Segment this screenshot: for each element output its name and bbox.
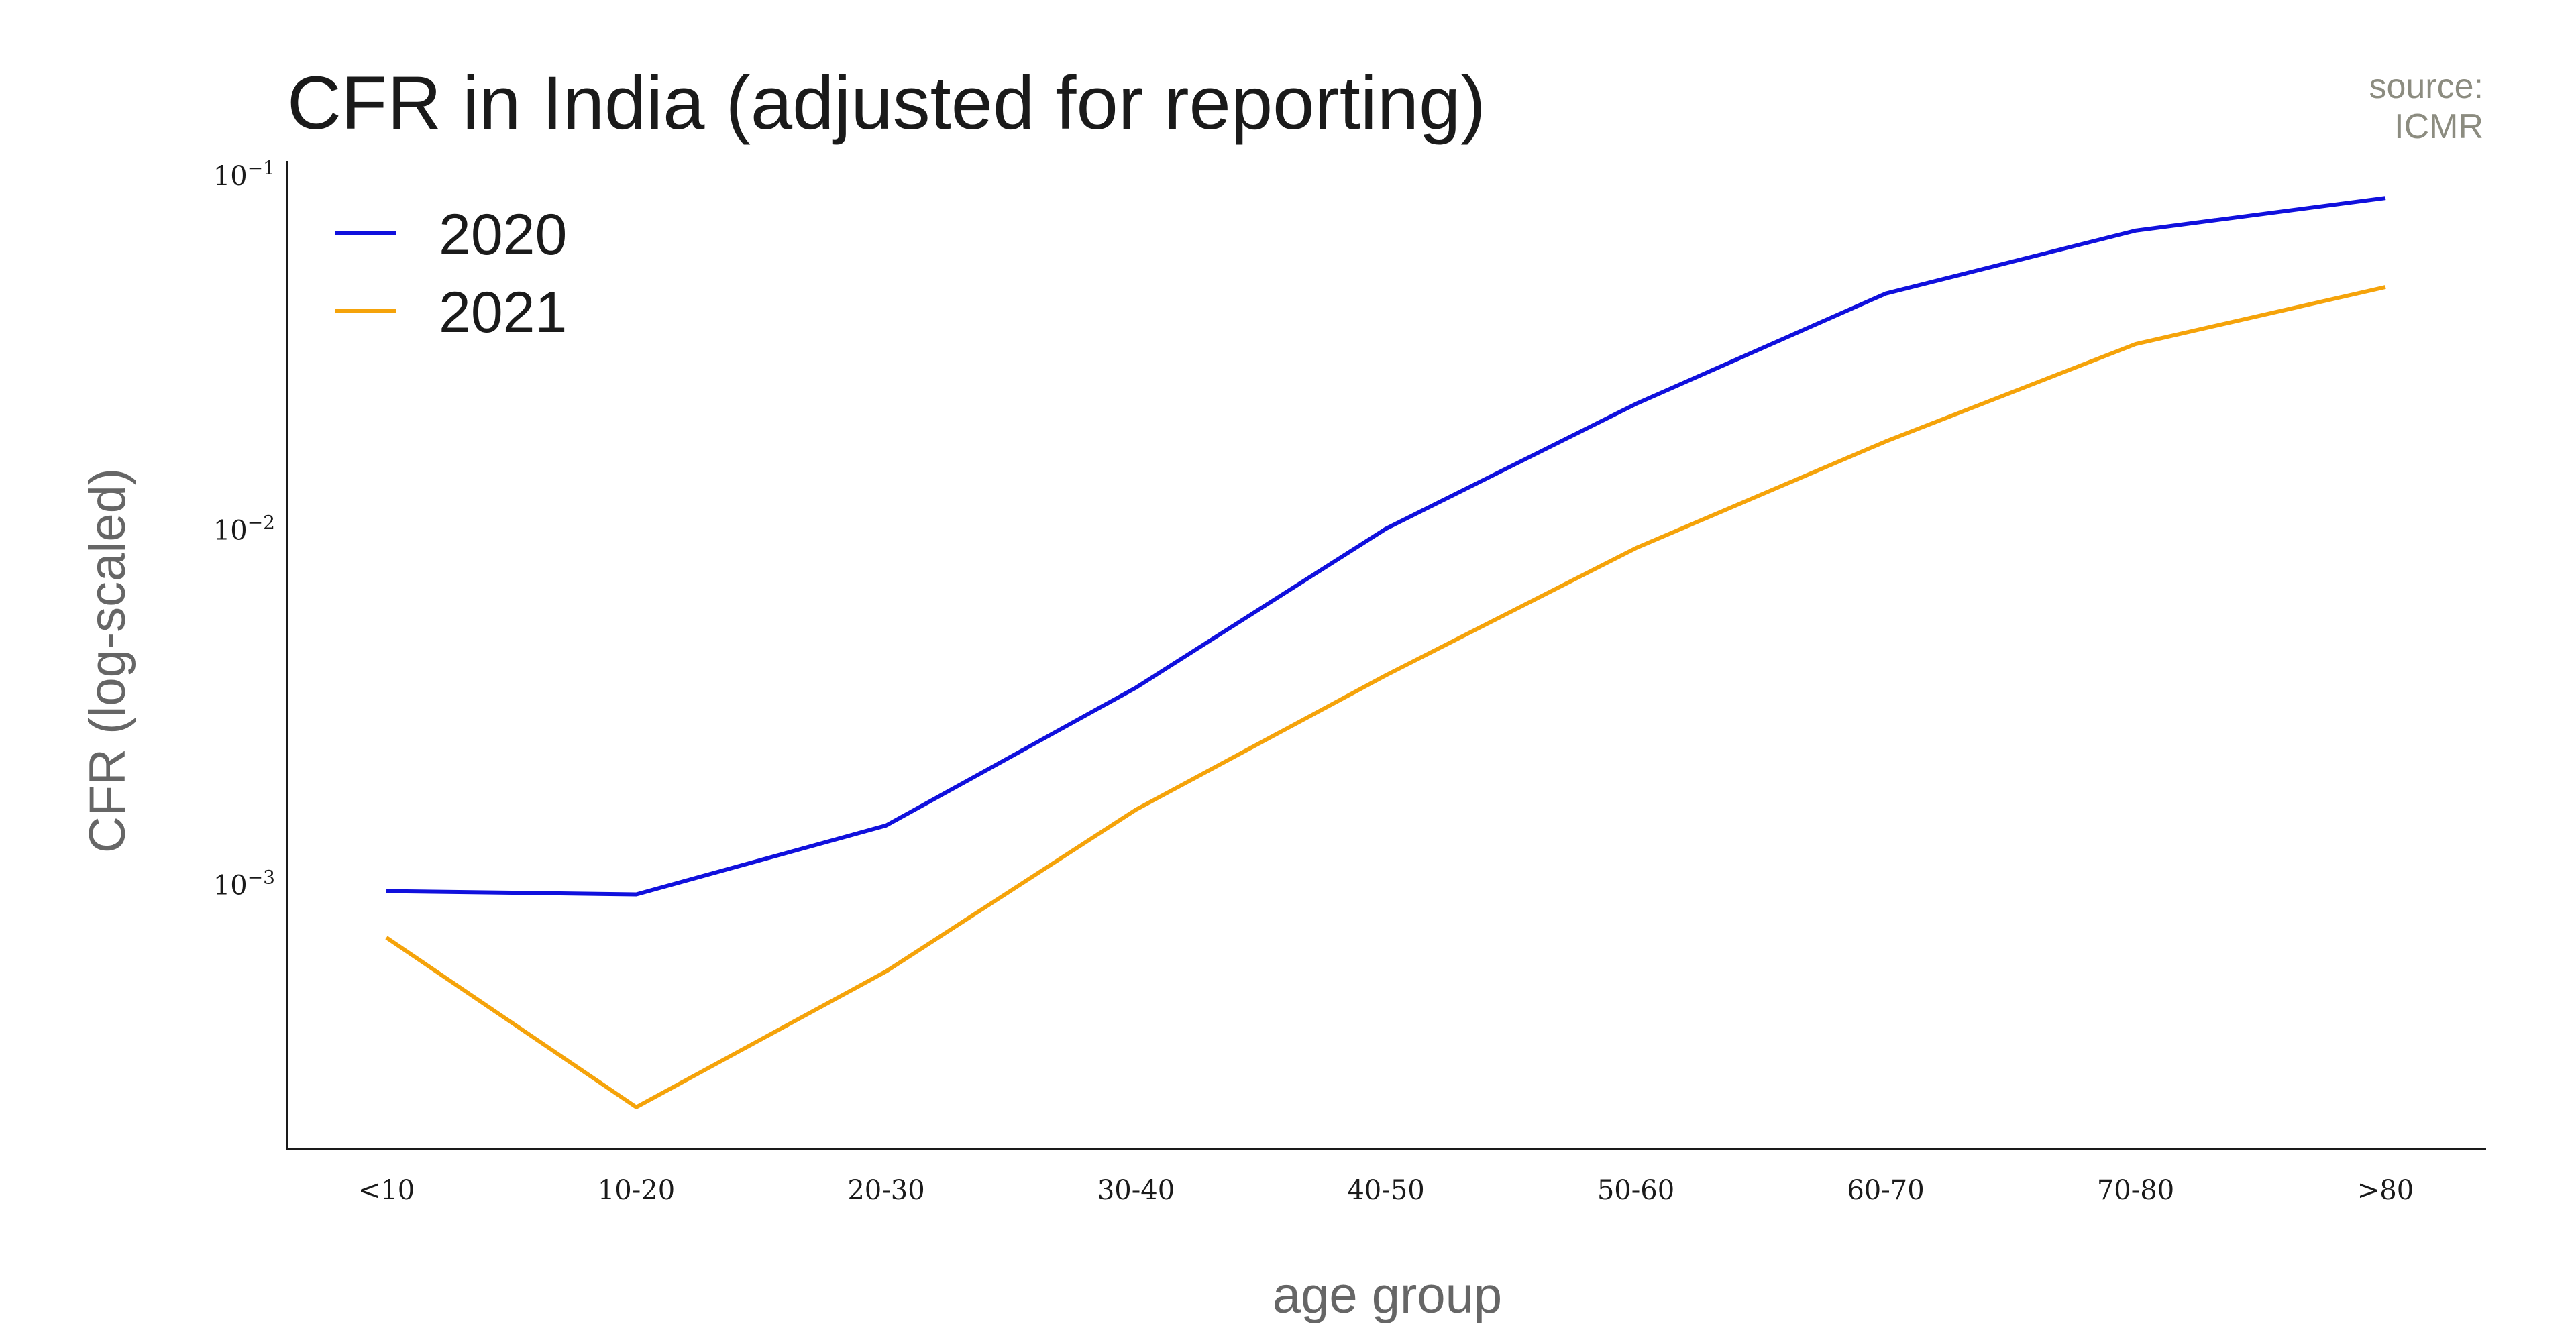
x-tick-label: 70-80 bbox=[2097, 1175, 2174, 1206]
x-tick-label: 50-60 bbox=[1597, 1175, 1674, 1206]
source-name: ICMR bbox=[2394, 107, 2483, 146]
y-tick-label: 10−2 bbox=[213, 512, 275, 547]
y-tick-base: 10 bbox=[213, 870, 248, 901]
x-axis-label: age group bbox=[1273, 1267, 1502, 1324]
y-tick-label: 10−1 bbox=[213, 157, 275, 192]
legend: 2020 2021 bbox=[335, 203, 567, 345]
y-axis-label: CFR (log-scaled) bbox=[79, 468, 136, 853]
y-ticks: 10−110−210−3 bbox=[213, 157, 275, 901]
legend-label-2021: 2021 bbox=[439, 280, 567, 345]
y-tick-label: 10−3 bbox=[213, 866, 275, 901]
x-tick-label: >80 bbox=[2357, 1175, 2414, 1206]
y-tick-exponent: −1 bbox=[248, 157, 275, 179]
x-ticks: <10 10-20 20-30 30-40 40-50 50-60 60-70 70-80 >8… bbox=[358, 1175, 2414, 1206]
x-tick-label: 30-40 bbox=[1097, 1175, 1175, 1206]
y-tick-exponent: −2 bbox=[248, 512, 275, 534]
legend-label-2020: 2020 bbox=[439, 203, 567, 267]
x-tick-label: 10-20 bbox=[598, 1175, 675, 1206]
x-tick-label: <10 bbox=[358, 1175, 415, 1206]
source-label: source: bbox=[2369, 67, 2483, 106]
series-line-2020 bbox=[386, 196, 2386, 897]
y-tick-base: 10 bbox=[213, 161, 248, 192]
chart-title: CFR in India (adjusted for reporting) bbox=[287, 61, 1486, 145]
x-tick-label: 40-50 bbox=[1347, 1175, 1424, 1206]
series-line-2021 bbox=[385, 285, 2386, 1109]
series-lines bbox=[385, 196, 2386, 1109]
y-tick-exponent: −3 bbox=[248, 866, 275, 888]
x-tick-label: 20-30 bbox=[847, 1175, 924, 1206]
x-tick-label: 60-70 bbox=[1847, 1175, 1924, 1206]
y-tick-base: 10 bbox=[213, 516, 248, 547]
